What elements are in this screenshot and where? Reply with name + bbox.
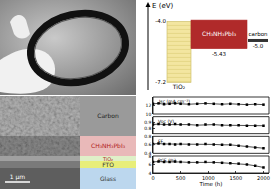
svg-text:PCE (%): PCE (%) — [158, 158, 176, 163]
svg-text:8: 8 — [148, 154, 151, 159]
svg-text:10: 10 — [146, 112, 152, 117]
svg-text:TiO₂: TiO₂ — [102, 155, 114, 162]
svg-text:Carbon: Carbon — [97, 112, 119, 119]
svg-text:-7.2: -7.2 — [155, 79, 166, 85]
svg-text:CH₃NH₃PbI₃: CH₃NH₃PbI₃ — [91, 142, 126, 149]
svg-text:-4.0: -4.0 — [155, 18, 166, 24]
svg-text:E (eV): E (eV) — [152, 2, 173, 10]
svg-text:0.9: 0.9 — [144, 120, 151, 125]
svg-text:Voc (V): Voc (V) — [158, 119, 174, 124]
svg-text:-5.0: -5.0 — [253, 43, 264, 49]
svg-text:0.6: 0.6 — [144, 142, 151, 147]
svg-text:1500: 1500 — [229, 175, 242, 181]
svg-text:FF: FF — [158, 139, 164, 144]
svg-text:TiO₂: TiO₂ — [172, 83, 186, 90]
svg-text:CH₃NH₃PbI₃: CH₃NH₃PbI₃ — [202, 30, 237, 37]
svg-text:-5.43: -5.43 — [212, 51, 227, 57]
svg-text:0.4: 0.4 — [144, 151, 151, 156]
svg-text:12: 12 — [146, 103, 152, 108]
svg-text:500: 500 — [176, 175, 186, 181]
svg-text:FTO: FTO — [102, 161, 114, 168]
svg-text:Jsc (mA cm⁻²): Jsc (mA cm⁻²) — [158, 99, 190, 104]
svg-text:0.8: 0.8 — [144, 134, 151, 139]
svg-text:Time (h): Time (h) — [199, 181, 223, 187]
svg-text:1000: 1000 — [202, 175, 215, 181]
svg-text:6: 6 — [148, 162, 151, 167]
svg-text:2000: 2000 — [257, 175, 270, 181]
svg-text:1 μm: 1 μm — [10, 173, 26, 181]
svg-text:0.8: 0.8 — [144, 126, 151, 131]
svg-text:Glass: Glass — [100, 175, 116, 182]
svg-text:0: 0 — [151, 175, 154, 181]
svg-text:4: 4 — [148, 171, 151, 176]
svg-text:carbon: carbon — [249, 31, 269, 37]
